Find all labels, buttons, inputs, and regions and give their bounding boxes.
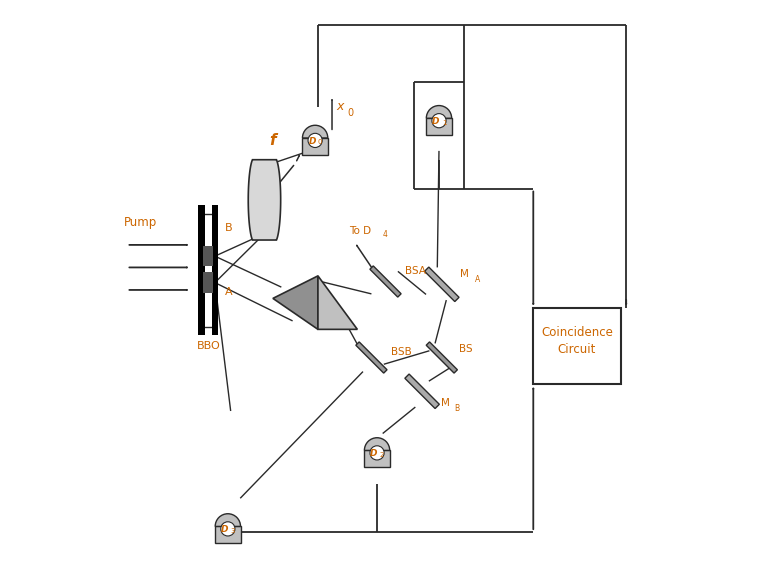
Text: BBO: BBO <box>197 341 221 351</box>
Text: A: A <box>474 275 480 284</box>
Circle shape <box>432 114 446 128</box>
Bar <box>302 138 328 155</box>
Wedge shape <box>365 438 389 450</box>
Bar <box>365 450 389 467</box>
Text: D: D <box>433 117 439 126</box>
Text: x: x <box>337 100 344 114</box>
Text: 0: 0 <box>318 139 322 145</box>
Text: D: D <box>221 525 228 534</box>
Circle shape <box>221 522 235 536</box>
Text: BS: BS <box>459 344 473 354</box>
Circle shape <box>308 133 322 148</box>
Polygon shape <box>356 342 387 373</box>
Polygon shape <box>248 160 281 240</box>
Text: To D: To D <box>349 226 371 236</box>
Wedge shape <box>215 513 241 526</box>
Bar <box>215 526 241 543</box>
Text: B: B <box>455 404 460 413</box>
Text: M: M <box>460 269 470 279</box>
Text: Pump: Pump <box>123 216 157 229</box>
Bar <box>203 246 214 266</box>
Bar <box>203 272 214 293</box>
Text: B: B <box>225 223 233 233</box>
Text: Coincidence
Circuit: Coincidence Circuit <box>541 325 613 356</box>
Bar <box>202 214 214 327</box>
Text: D: D <box>370 449 378 458</box>
Text: A: A <box>225 287 233 297</box>
Text: 2: 2 <box>380 452 384 458</box>
Polygon shape <box>426 342 457 373</box>
Polygon shape <box>318 276 357 329</box>
Text: 4: 4 <box>382 230 388 239</box>
Polygon shape <box>273 276 318 329</box>
Polygon shape <box>405 374 439 409</box>
Bar <box>534 309 621 384</box>
Text: M: M <box>441 397 449 408</box>
Circle shape <box>370 446 384 460</box>
Bar <box>198 205 205 335</box>
Polygon shape <box>370 266 401 297</box>
Bar <box>211 205 218 335</box>
Text: f: f <box>270 133 276 148</box>
Text: 0: 0 <box>348 108 354 118</box>
Text: D: D <box>308 137 316 145</box>
Text: 1: 1 <box>442 119 446 126</box>
Text: BSA: BSA <box>406 266 426 276</box>
Text: 3: 3 <box>231 528 235 534</box>
Polygon shape <box>425 267 459 302</box>
Text: BSB: BSB <box>391 347 412 357</box>
Bar <box>426 118 452 135</box>
Wedge shape <box>302 126 328 138</box>
Wedge shape <box>426 106 452 118</box>
